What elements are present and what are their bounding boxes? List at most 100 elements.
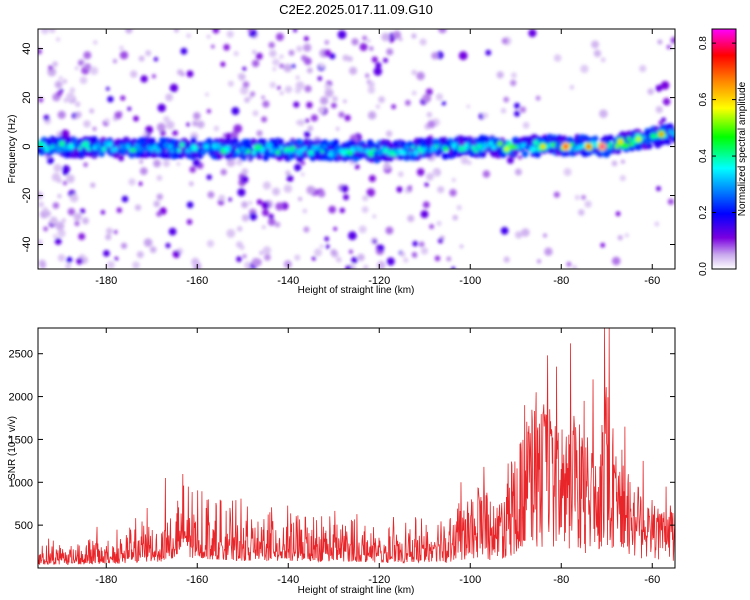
- heatmap-cell: [314, 248, 322, 257]
- heatmap-cell: [416, 168, 425, 177]
- heatmap-cell: [349, 66, 358, 75]
- heatmap-cell: [139, 150, 145, 157]
- heatmap-cell: [262, 246, 272, 255]
- heatmap-cell: [383, 162, 391, 170]
- heatmap-cell: [371, 56, 378, 63]
- heatmap-cell: [543, 233, 547, 238]
- heatmap-cell: [127, 106, 132, 111]
- heatmap-cell: [303, 226, 310, 233]
- heatmap-cell: [93, 40, 98, 45]
- heatmap-cell: [38, 201, 44, 208]
- heatmap-cell: [114, 256, 119, 261]
- heatmap-cell: [119, 51, 129, 60]
- heatmap-cell: [40, 29, 50, 35]
- spectrogram-y-axis-label: Frequency (Hz): [7, 115, 18, 184]
- heatmap-cell: [605, 147, 611, 153]
- heatmap-cell: [420, 247, 429, 255]
- heatmap-cell: [400, 140, 406, 145]
- heatmap-cell: [666, 44, 671, 50]
- heatmap-cell: [300, 172, 305, 177]
- heatmap-cell: [296, 45, 303, 52]
- colorbar-tick-label: 0.6: [698, 92, 709, 106]
- heatmap-cell: [214, 143, 222, 150]
- heatmap-cell: [236, 159, 243, 166]
- heatmap-cell: [38, 259, 46, 268]
- x-tick-label: -160: [186, 275, 208, 287]
- heatmap-cell: [103, 250, 110, 257]
- heatmap-cell: [489, 141, 493, 146]
- heatmap-cell: [368, 175, 376, 182]
- x-tick-label: -60: [644, 275, 660, 287]
- heatmap-cell: [58, 140, 66, 147]
- heatmap-cell: [422, 93, 432, 103]
- heatmap-cell: [416, 71, 425, 81]
- heatmap-cell: [261, 95, 265, 100]
- heatmap-cell: [172, 250, 181, 258]
- heatmap-cell: [404, 188, 410, 194]
- colorbar-tick-label: 0.0: [698, 262, 709, 276]
- heatmap-cell: [259, 250, 264, 256]
- heatmap-cell: [230, 130, 239, 139]
- heatmap-cell: [398, 37, 403, 42]
- heatmap-cell: [52, 61, 58, 67]
- heatmap-cell: [437, 186, 445, 194]
- x-tick-label: -100: [459, 275, 481, 287]
- heatmap-cell: [62, 180, 68, 186]
- heatmap-cell: [434, 255, 441, 262]
- heatmap-cell: [121, 195, 129, 203]
- colorbar-ticks: 0.0 0.2 0.4 0.6 0.8: [698, 36, 736, 276]
- heatmap-cell: [250, 91, 256, 97]
- heatmap-cell: [120, 242, 128, 249]
- heatmap-cell: [306, 67, 313, 74]
- heatmap-cell: [386, 257, 395, 266]
- heatmap-cell: [118, 155, 125, 162]
- heatmap-cell: [600, 242, 605, 248]
- heatmap-cell: [660, 81, 670, 90]
- heatmap-cell: [156, 211, 162, 217]
- heatmap-cell: [611, 160, 618, 167]
- heatmap-cell: [438, 29, 447, 34]
- heatmap-cell: [452, 214, 459, 221]
- heatmap-cell: [408, 151, 412, 156]
- heatmap-cell: [324, 40, 330, 45]
- heatmap-cell: [367, 111, 377, 120]
- heatmap-cell: [462, 136, 469, 142]
- heatmap-cell: [244, 261, 252, 269]
- heatmap-cell: [642, 135, 646, 140]
- heatmap-cell: [252, 110, 259, 117]
- heatmap-cell: [275, 202, 284, 211]
- heatmap-cell: [424, 182, 429, 187]
- heatmap-cell: [95, 143, 101, 150]
- heatmap-cell: [319, 244, 324, 249]
- heatmap-cell: [563, 168, 572, 176]
- heatmap-cell: [506, 156, 514, 164]
- heatmap-cell: [362, 35, 367, 41]
- heatmap-cell: [230, 148, 236, 154]
- heatmap-cell: [261, 201, 270, 210]
- y-tick-label: -40: [21, 237, 33, 253]
- heatmap-cell: [242, 254, 247, 259]
- heatmap-cell: [44, 210, 51, 217]
- heatmap-cell: [626, 136, 632, 142]
- spectrogram-ticks: -180 -160 -140 -120 -100 -80 -60 -40 -20 0 20 40: [21, 29, 675, 287]
- heatmap-cell: [621, 159, 625, 164]
- heatmap-cell: [43, 114, 50, 121]
- heatmap-cell: [241, 201, 249, 209]
- snr-series-line: [38, 328, 675, 566]
- heatmap-cell: [193, 112, 201, 120]
- heatmap-cell: [324, 83, 331, 91]
- heatmap-cell: [242, 66, 247, 71]
- heatmap-cell: [206, 109, 211, 114]
- heatmap-cell: [503, 96, 510, 103]
- heatmap-cell: [391, 104, 396, 109]
- heatmap-cell: [297, 119, 305, 127]
- heatmap-cell: [138, 55, 145, 62]
- heatmap-cell: [329, 53, 336, 60]
- y-tick-label: 40: [21, 42, 33, 54]
- y-tick-label: 2500: [9, 349, 33, 361]
- heatmap-cell: [644, 138, 650, 145]
- heatmap-cell: [255, 52, 263, 60]
- heatmap-cell: [656, 186, 661, 192]
- heatmap-cell: [615, 211, 621, 217]
- x-tick-label: -180: [95, 574, 117, 586]
